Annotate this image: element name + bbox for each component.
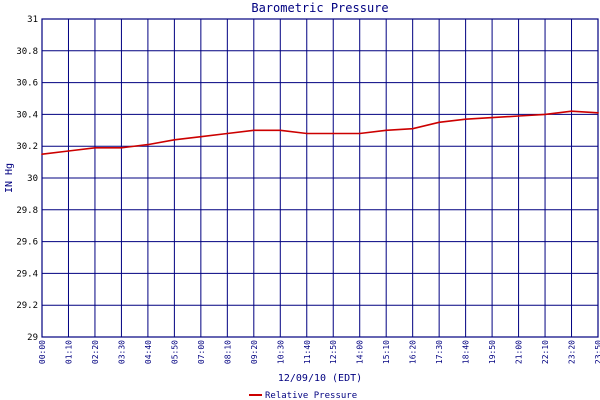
x-axis-label: 12/09/10 (EDT): [278, 373, 362, 384]
y-tick-label: 30: [27, 174, 38, 184]
data-point: [41, 153, 43, 155]
data-point: [464, 118, 467, 120]
x-tick-label: 19:50: [488, 340, 497, 364]
data-point: [200, 135, 202, 138]
x-tick-label: 04:40: [144, 340, 153, 364]
x-tick-label: 03:30: [117, 340, 126, 364]
x-tick-label: 23:50: [594, 340, 600, 364]
data-point: [305, 132, 308, 135]
x-tick-label: 02:20: [91, 340, 100, 364]
x-tick-label: 05:50: [170, 340, 179, 364]
y-tick-label: 30.2: [16, 142, 38, 152]
data-point: [253, 129, 255, 132]
data-point: [226, 132, 229, 135]
y-tick-label: 30.4: [16, 110, 38, 120]
data-point: [67, 150, 70, 152]
data-point: [385, 129, 387, 132]
x-tick-label: 09:20: [250, 340, 259, 364]
x-tick-label: 01:10: [64, 340, 73, 364]
legend-label: Relative Pressure: [265, 391, 357, 400]
x-tick-label: 12:50: [329, 340, 338, 364]
data-point: [411, 127, 414, 130]
data-point: [120, 146, 123, 149]
x-tick-label: 17:30: [435, 340, 444, 364]
data-point: [570, 110, 573, 113]
x-tick-label: 22:10: [541, 340, 550, 364]
x-tick-labels: 00:00 01:10 02:20 03:30 04:40 05:50 07:00 08:10…: [38, 340, 600, 364]
x-tick-label: 11:40: [303, 340, 312, 364]
x-tick-label: 14:00: [356, 340, 365, 364]
y-tick-label: 30.6: [16, 79, 38, 89]
data-point: [358, 132, 361, 135]
data-point: [491, 116, 493, 119]
x-tick-label: 10:30: [276, 340, 285, 364]
data-point: [332, 132, 335, 135]
x-tick-label: 18:40: [462, 340, 471, 364]
chart-title: Barometric Pressure: [251, 1, 388, 15]
y-tick-label: 29.2: [16, 301, 38, 311]
data-point: [517, 115, 520, 117]
x-tick-label: 16:20: [409, 340, 418, 364]
data-point: [544, 113, 546, 116]
x-tick-label: 07:00: [197, 340, 206, 364]
y-tick-label: 31: [27, 15, 38, 25]
y-tick-label: 29.8: [16, 206, 38, 216]
data-point: [147, 143, 149, 146]
x-tick-label: 23:20: [568, 340, 577, 364]
y-tick-labels: 29 29.2 29.4 29.6 29.8 30 30.2 30.4 30.6 30.8 31: [16, 15, 38, 343]
legend: Relative Pressure: [249, 391, 357, 400]
x-tick-label: 21:00: [515, 340, 524, 364]
x-tick-label: 08:10: [223, 340, 232, 364]
x-tick-label: 15:10: [382, 340, 391, 364]
y-tick-label: 30.8: [16, 47, 38, 57]
x-tick-label: 00:00: [38, 340, 47, 364]
data-point: [597, 112, 599, 114]
y-axis-label: IN Hg: [4, 163, 15, 193]
data-point: [94, 146, 96, 149]
data-point: [173, 139, 176, 141]
y-tick-label: 29.4: [16, 269, 38, 279]
y-tick-label: 29.6: [16, 238, 38, 248]
y-tick-label: 29: [27, 333, 38, 343]
data-point: [279, 129, 282, 132]
series-layer: [41, 110, 599, 155]
grid: [41, 18, 599, 338]
data-point: [438, 121, 440, 124]
series-line-relative-pressure: [41, 110, 599, 155]
